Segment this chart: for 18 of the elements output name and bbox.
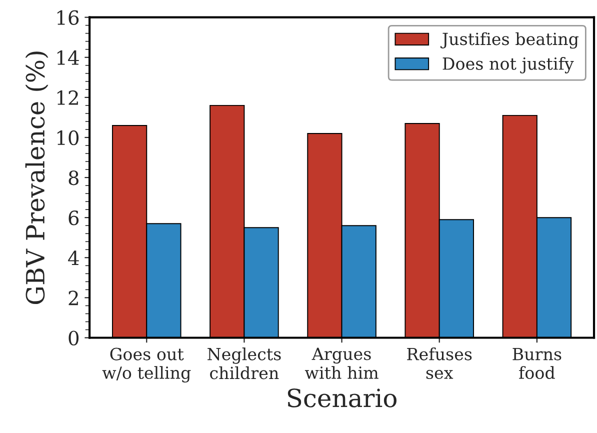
x-tick-label: Burns food <box>512 348 562 380</box>
y-tick-label: 16 <box>57 10 79 25</box>
y-tick-label: 10 <box>57 130 79 146</box>
x-tick-label: Argues with him <box>304 348 378 380</box>
y-tick-label: 12 <box>57 90 78 105</box>
y-tick-label: 4 <box>68 250 79 266</box>
y-tick-label: 14 <box>57 50 79 65</box>
y-tick-label: 0 <box>68 330 79 346</box>
y-tick-label: 8 <box>68 170 79 186</box>
y-axis-title: GBV Prevalence (%) <box>25 52 48 304</box>
legend-label: Justifies beating <box>440 32 579 49</box>
x-tick-label: Refuses sex <box>407 347 472 380</box>
y-tick-label: 6 <box>68 210 79 226</box>
legend-label: Does not justify <box>442 57 574 74</box>
y-tick-label: 2 <box>68 290 78 306</box>
x-axis-title: Scenario <box>288 388 396 408</box>
x-tick-label: Neglects children <box>208 347 281 380</box>
x-tick-label: Goes out w/o telling <box>102 348 191 382</box>
